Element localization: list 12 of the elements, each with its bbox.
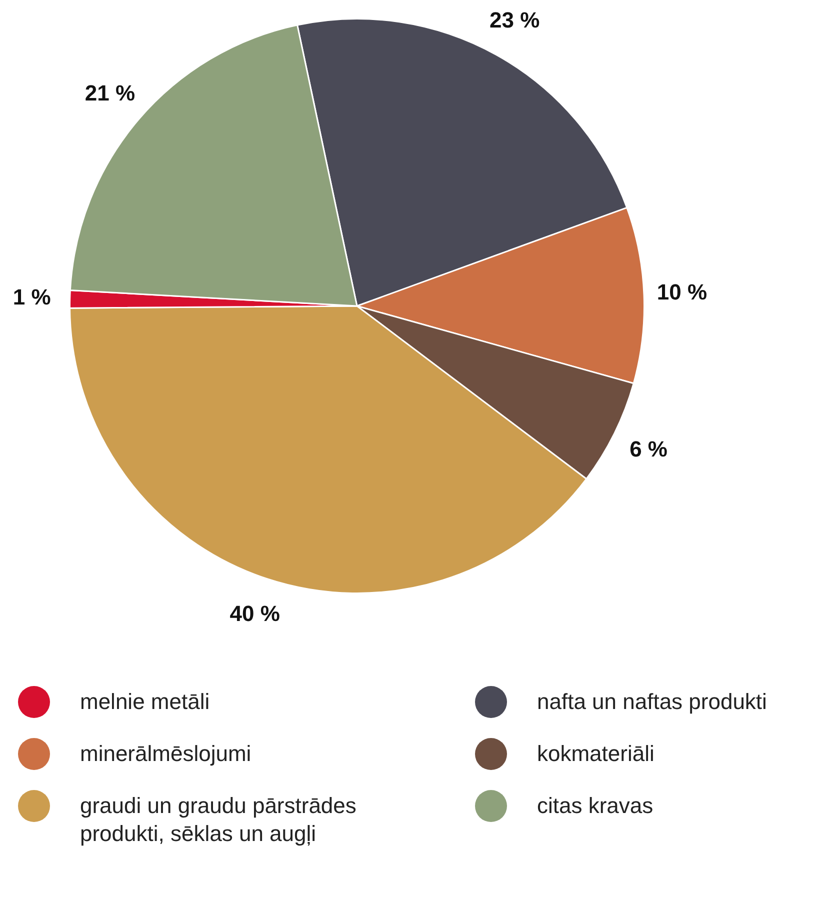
legend-label: kokmateriāli: [537, 740, 654, 768]
legend-label: nafta un naftas produkti: [537, 688, 767, 716]
data-label: 21 %: [84, 80, 136, 106]
data-label: 40 %: [230, 600, 280, 626]
data-label: 10 %: [656, 280, 708, 305]
legend-label: graudi un graudu pārstrādes produkti, sēklas un augļi: [80, 792, 358, 848]
legend-label: minerālmēslojumi: [80, 740, 252, 768]
data-label: 6 %: [630, 436, 668, 462]
legend-label: melnie metāli: [80, 688, 210, 716]
data-label: 23 %: [490, 8, 540, 33]
data-label: 1 %: [12, 284, 51, 310]
legend-label: citas kravas: [537, 792, 654, 820]
